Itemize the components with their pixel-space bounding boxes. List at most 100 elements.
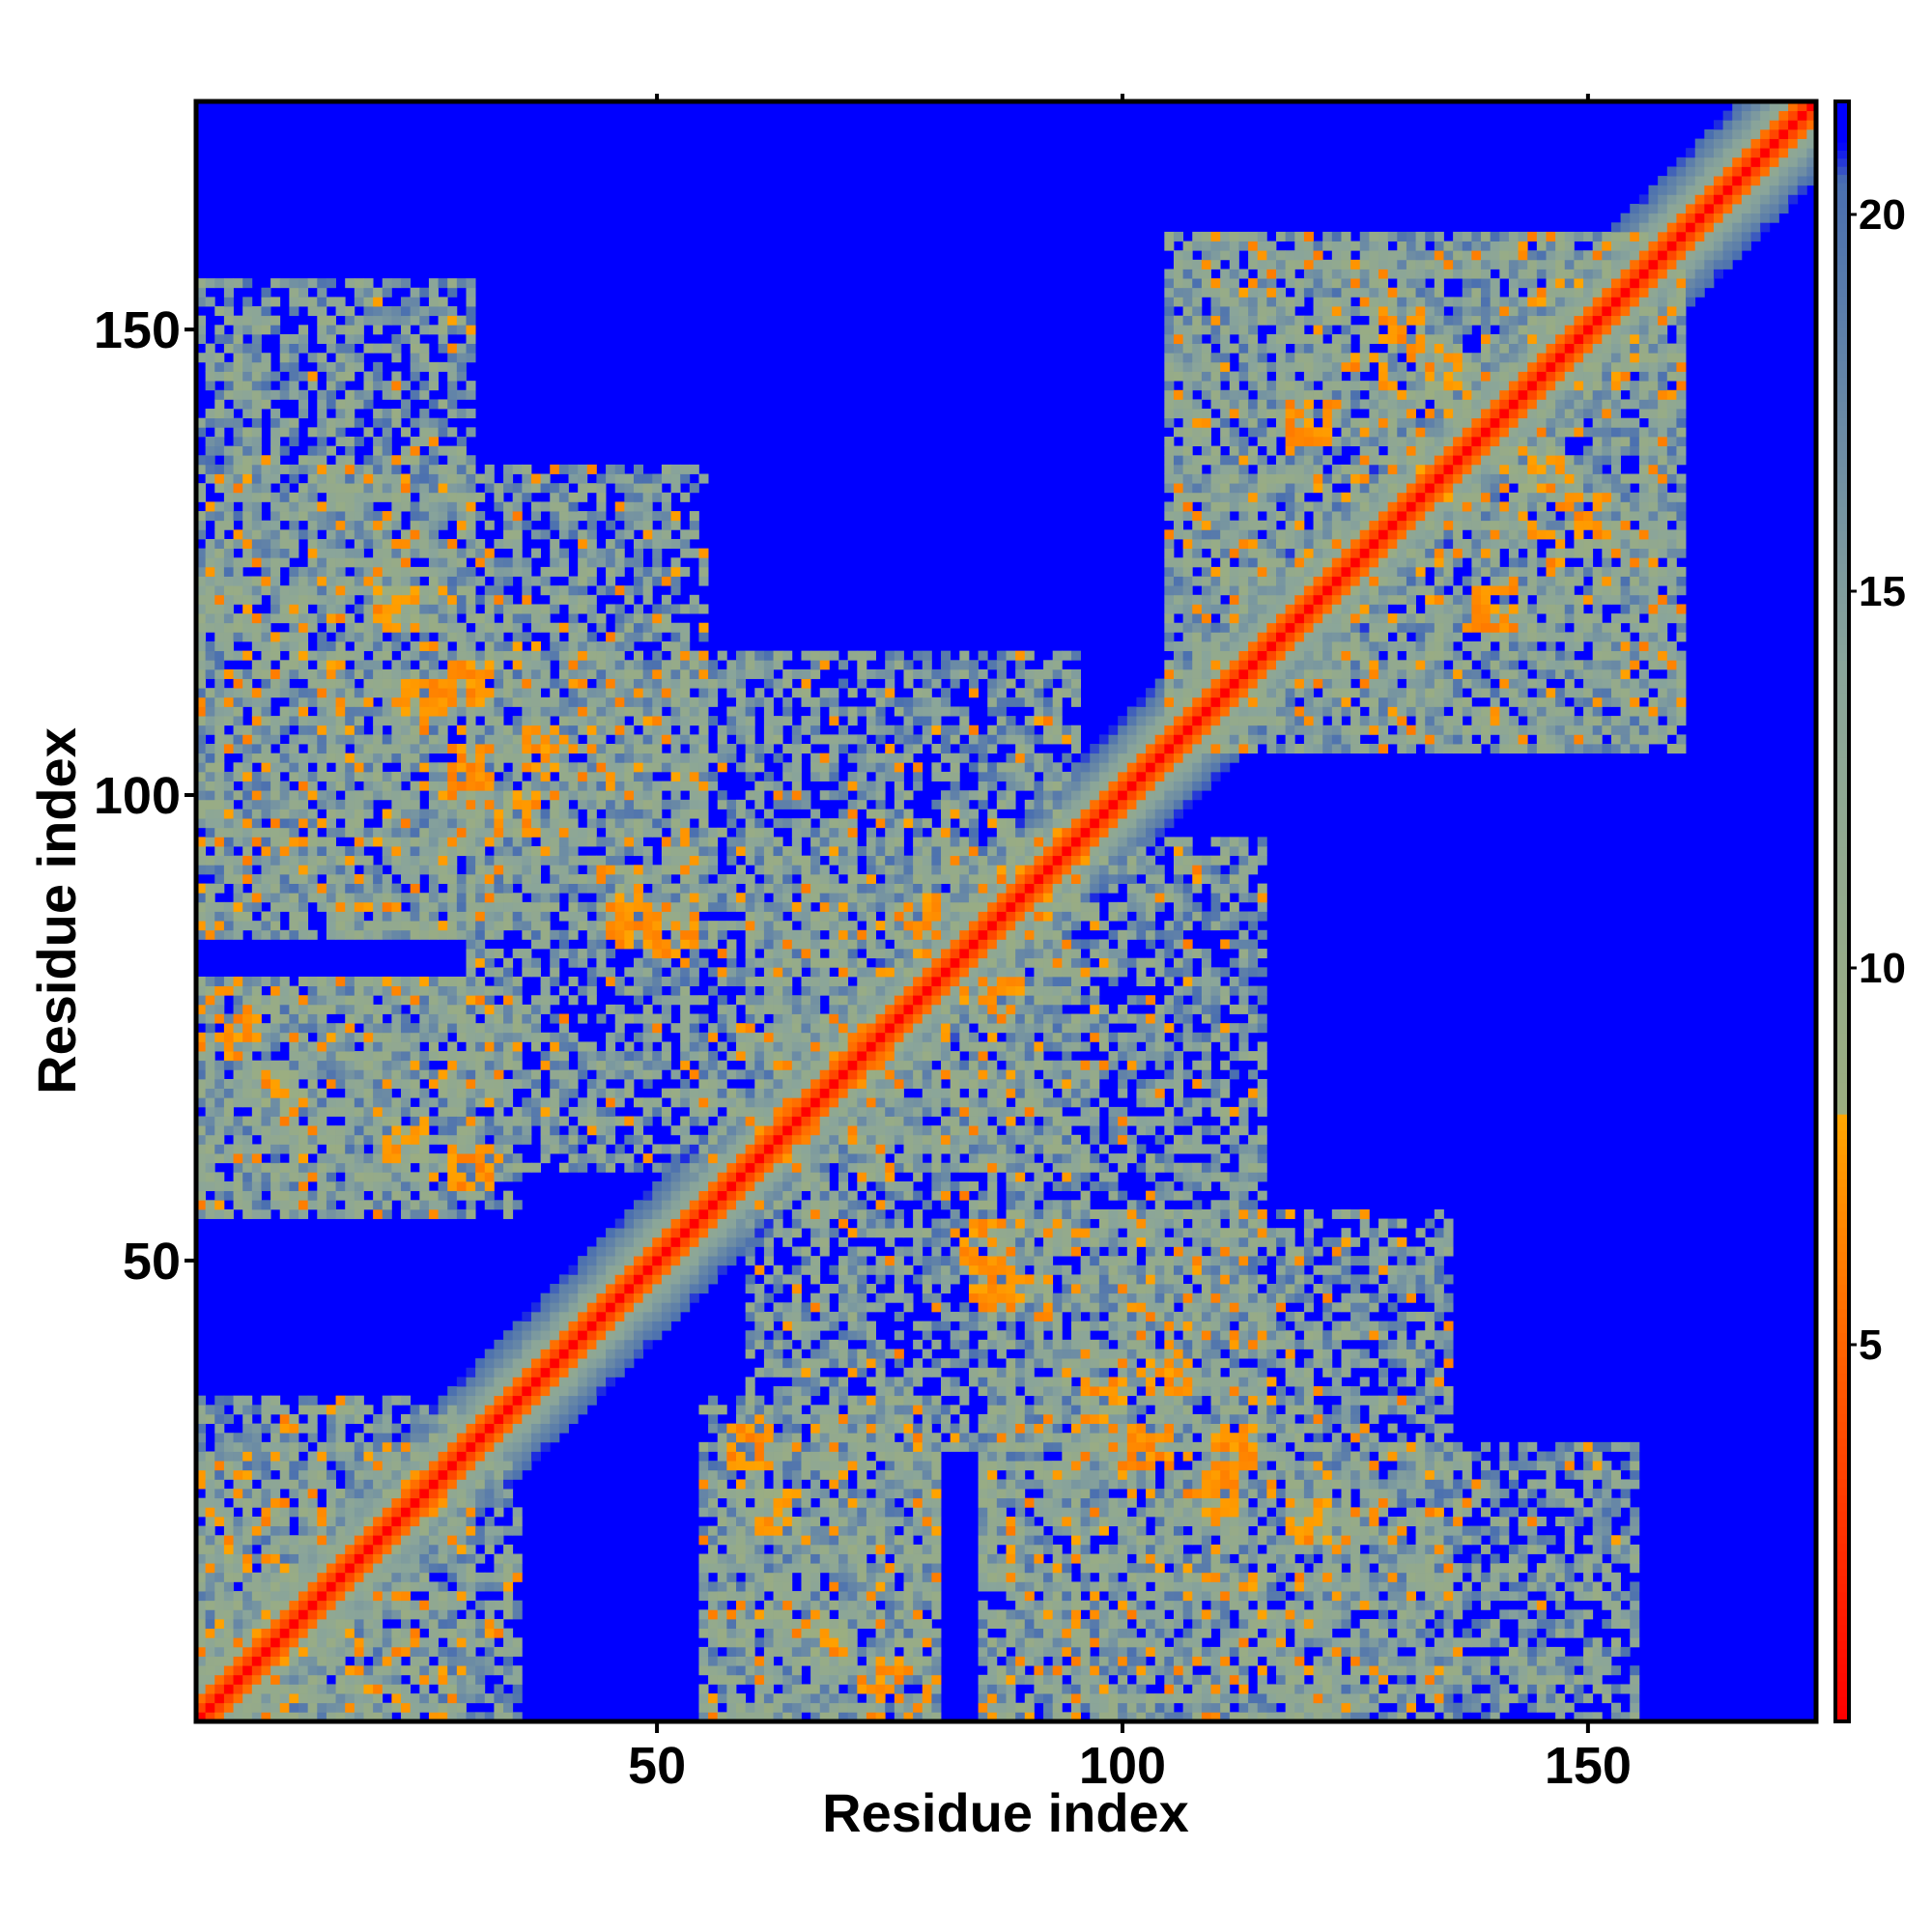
heatmap-cell [447,1395,458,1406]
heatmap-cell [196,1405,207,1415]
heatmap-cell [438,1497,448,1508]
heatmap-cell [614,1144,625,1154]
heatmap-cell [419,1441,430,1452]
heatmap-cell [242,1600,253,1610]
heatmap-cell [345,492,355,502]
heatmap-cell [503,911,514,922]
heatmap-cell [261,1609,271,1620]
heatmap-cell [354,995,364,1006]
heatmap-cell [242,1646,253,1657]
heatmap-cell [606,949,616,959]
heatmap-cell [540,846,551,857]
heatmap-cell [633,1097,644,1108]
heatmap-cell [438,1674,448,1685]
heatmap-cell [270,1637,281,1648]
heatmap-cell [484,1544,495,1554]
heatmap-cell [279,985,290,996]
heatmap-cell [456,1656,467,1666]
heatmap-cell [270,1116,281,1126]
heatmap-cell [401,873,412,884]
heatmap-cell [503,1702,514,1713]
heatmap-cell [251,325,262,335]
heatmap-cell [624,501,635,512]
heatmap-cell [261,724,271,735]
heatmap-cell [484,855,495,866]
heatmap-cell [345,557,355,568]
heatmap-cell [624,1236,635,1247]
heatmap-cell [466,921,476,931]
heatmap-cell [568,1302,579,1313]
heatmap-cell [606,668,616,679]
heatmap-cell [270,594,281,605]
heatmap-cell [484,1609,495,1620]
heatmap-cell [223,371,234,382]
heatmap-cell [484,967,495,978]
heatmap-cell [223,1032,234,1042]
heatmap-cell [214,1497,225,1508]
heatmap-cell [475,1377,486,1387]
heatmap-cell [642,753,653,763]
heatmap-cell [242,865,253,875]
heatmap-cell [270,427,281,438]
heatmap-cell [382,976,392,987]
heatmap-cell [354,790,364,801]
heatmap-cell [530,511,542,522]
heatmap-cell [270,632,281,642]
heatmap-cell [298,1097,309,1108]
heatmap-cell [614,688,625,698]
heatmap-cell [428,1051,439,1062]
heatmap-cell [401,557,412,568]
heatmap-cell [317,818,327,829]
heatmap-cell [345,1078,355,1090]
heatmap-cell [578,464,588,474]
heatmap-cell [419,594,430,605]
heatmap-cell [438,1563,448,1574]
heatmap-cell [484,1665,495,1676]
heatmap-cell [512,827,523,838]
heatmap-cell [279,1516,290,1527]
heatmap-cells [196,101,1817,1722]
heatmap-cell [391,455,402,466]
heatmap-cell [410,1712,420,1722]
heatmap-cell [578,604,588,614]
heatmap-cell [614,818,625,829]
heatmap-cell [438,1507,448,1518]
heatmap-cell [410,753,420,763]
heatmap-cell [354,846,364,857]
heatmap-cell [279,427,290,438]
heatmap-cell [289,1544,299,1554]
heatmap-cell [335,1190,346,1201]
heatmap-cell [223,501,234,512]
heatmap-cell [270,1060,281,1070]
heatmap-cell [279,1413,290,1424]
heatmap-cell [633,464,644,474]
heatmap-cell [391,1646,402,1657]
heatmap-cell [307,1525,318,1536]
heatmap-cell [251,855,262,866]
heatmap-cell [326,1489,336,1499]
heatmap-cell [456,511,467,522]
heatmap-cell [298,734,309,745]
heatmap-cell [484,1069,495,1080]
heatmap-cell [558,548,569,558]
heatmap-cell [391,315,402,326]
heatmap-cell [419,837,430,847]
heatmap-cell [410,1563,420,1574]
heatmap-cell [233,613,243,624]
heatmap-cell [345,1134,355,1145]
heatmap-cell [279,1591,290,1602]
heatmap-cell [494,632,504,642]
heatmap-cell [410,1441,420,1452]
heatmap-cell [335,1069,346,1080]
heatmap-cell [205,1060,215,1070]
heatmap-cell [419,1097,430,1108]
heatmap-cell [633,883,644,894]
heatmap-cell [354,650,364,661]
heatmap-cell [456,706,467,717]
heatmap-cell [419,1609,430,1620]
heatmap-cell [382,529,392,540]
heatmap-cell [317,1572,327,1582]
heatmap-cell [586,781,597,791]
heatmap-cell [345,921,355,931]
heatmap-cell [596,724,607,735]
